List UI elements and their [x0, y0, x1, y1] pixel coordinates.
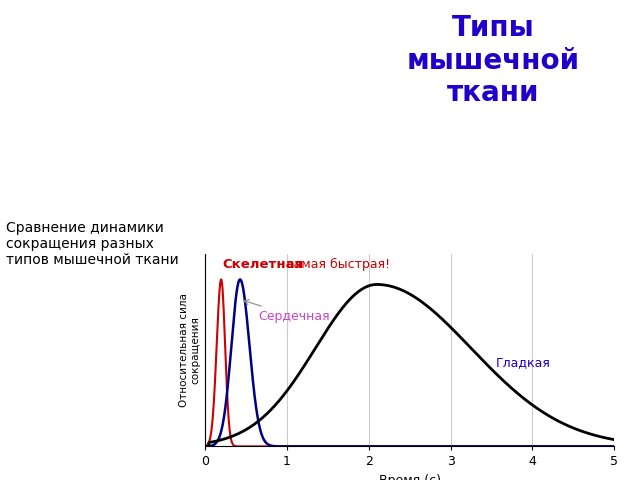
Text: - самая быстрая!: - самая быстрая!: [274, 258, 390, 271]
Text: Сердечная: Сердечная: [244, 300, 330, 323]
Y-axis label: Относительная сила
сокращения: Относительная сила сокращения: [179, 293, 200, 408]
Text: Скелетная: Скелетная: [223, 258, 304, 271]
X-axis label: Время (с): Время (с): [379, 474, 440, 480]
Text: Типы
мышечной
ткани: Типы мышечной ткани: [406, 14, 579, 107]
Text: Сравнение динамики
сокращения разных
типов мышечной ткани: Сравнение динамики сокращения разных тип…: [6, 221, 179, 267]
Text: Гладкая: Гладкая: [495, 357, 550, 370]
